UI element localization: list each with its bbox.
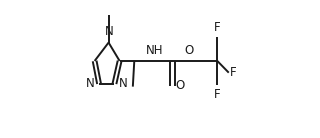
Text: F: F [214, 88, 220, 101]
Text: N: N [105, 25, 113, 39]
Text: N: N [119, 77, 127, 90]
Text: N: N [86, 77, 95, 90]
Text: NH: NH [146, 43, 164, 57]
Text: O: O [176, 79, 185, 92]
Text: F: F [214, 22, 220, 34]
Text: F: F [230, 66, 237, 79]
Text: O: O [184, 43, 193, 57]
